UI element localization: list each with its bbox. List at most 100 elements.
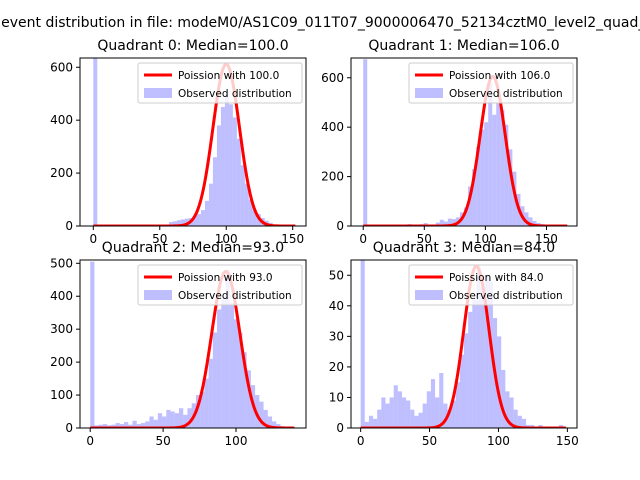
y-tick-label: 600	[321, 71, 344, 85]
y-tick-label: 400	[50, 289, 73, 303]
x-tick-label: 100	[225, 434, 248, 448]
histogram-bar	[263, 409, 268, 428]
histogram-bar	[132, 420, 137, 428]
histogram-bar	[509, 397, 514, 428]
y-tick-label: 10	[329, 390, 344, 404]
y-tick-label: 200	[50, 166, 73, 180]
legend: Poission with 93.0 Observed distribution	[137, 264, 303, 306]
histogram-bar	[435, 222, 440, 226]
subplot-title: Quadrant 1: Median=106.0	[368, 38, 559, 54]
histogram-bar	[225, 269, 230, 428]
histogram-bar	[484, 122, 489, 226]
histogram-bar	[496, 102, 501, 226]
histogram-bar	[472, 299, 477, 428]
histogram-bar	[216, 125, 221, 226]
poisson-curve	[89, 270, 296, 428]
legend-label-observed: Observed distribution	[178, 290, 292, 302]
x-tick-label: 100	[215, 232, 238, 246]
x-tick-label: 150	[556, 434, 579, 448]
histogram-bar	[90, 261, 95, 428]
y-tick-label: 50	[329, 268, 344, 282]
y-tick-label: 500	[50, 256, 73, 270]
histogram-bar	[418, 412, 423, 428]
legend-patch-swatch	[144, 290, 172, 300]
subplot-2: 0 50 100 0 100 200 300 400 500 Quadrant 2: Median…	[50, 240, 307, 448]
axes-frame	[350, 259, 578, 429]
subplot-title: Quadrant 0: Median=100.0	[97, 38, 288, 54]
histogram-bar	[267, 416, 273, 428]
histogram-bar	[480, 287, 485, 428]
histogram-bar	[102, 424, 108, 428]
y-tick-label: 600	[50, 60, 73, 74]
poisson-curve	[92, 62, 297, 226]
histogram-bar	[244, 183, 249, 226]
histogram-bar	[513, 409, 518, 428]
histogram-bar	[488, 82, 493, 226]
histogram-bar	[464, 333, 469, 428]
y-tick-label: 100	[50, 388, 73, 402]
histogram-bar	[145, 421, 150, 428]
y-tick-label: 300	[50, 322, 73, 336]
histogram-bar	[401, 397, 407, 428]
histogram-bar	[521, 418, 527, 428]
y-tick-label: 40	[329, 299, 344, 313]
histogram-bar	[377, 409, 382, 428]
histogram-bar	[174, 413, 180, 428]
legend-box	[137, 264, 303, 306]
histogram-bar	[162, 416, 167, 428]
histogram-bar	[252, 210, 257, 226]
histogram-bar	[373, 418, 378, 428]
histogram-bar	[389, 397, 394, 428]
histogram-bar	[406, 400, 411, 428]
histogram-bar	[246, 370, 251, 428]
legend-label-poisson: Poission with 106.0	[449, 70, 550, 82]
histogram-bar	[200, 210, 205, 226]
x-tick-label: 100	[474, 232, 497, 246]
histogram-bar	[524, 212, 529, 226]
histogram-bar	[497, 336, 502, 428]
histogram-bar	[464, 207, 469, 226]
histogram-bar	[397, 391, 402, 428]
histogram-bar	[242, 352, 247, 428]
histogram-bar	[217, 309, 222, 428]
histogram-bar	[233, 319, 239, 428]
legend-patch-swatch	[144, 88, 172, 98]
histogram-bar	[149, 416, 154, 428]
histogram-bar	[183, 414, 188, 428]
histogram-bar	[528, 217, 533, 226]
histogram-bar	[187, 408, 192, 428]
histogram-bar	[447, 409, 452, 428]
legend-label-observed: Observed distribution	[178, 88, 292, 100]
x-tick-label: 0	[357, 434, 365, 448]
histogram-bar	[173, 221, 178, 226]
histogram-bar	[204, 200, 209, 226]
histogram-bar	[505, 391, 510, 428]
histogram-bar	[480, 129, 485, 226]
legend-label-poisson: Poission with 93.0	[178, 272, 273, 284]
y-tick-label: 0	[65, 219, 73, 233]
histogram-bar	[195, 395, 201, 428]
x-tick-label: 0	[86, 434, 94, 448]
legend-label-poisson: Poission with 84.0	[449, 272, 544, 284]
x-tick-label: 50	[422, 434, 437, 448]
histogram-bar	[115, 423, 120, 428]
x-tick-label: 50	[152, 232, 167, 246]
histogram-bar	[501, 369, 506, 428]
histogram-bar	[363, 59, 368, 226]
subplot-title: Quadrant 3: Median=84.0	[373, 240, 555, 256]
subplot-3: 0 50 100 150 0 10 20 30 40 50 Quadrant 3: Median=8…	[329, 240, 579, 448]
legend: Poission with 106.0 Observed distribution	[408, 62, 574, 104]
subplot-1: 0 50 100 150 0 200 400 600 Quadrant 1: Median=10…	[321, 38, 578, 246]
histogram-bar	[98, 424, 103, 428]
figure-title: Histogram of event distribution in file:…	[0, 15, 640, 31]
axes-frame	[350, 57, 578, 227]
y-tick-label: 0	[336, 421, 344, 435]
histogram-bar	[208, 183, 213, 226]
histogram-bar	[236, 138, 241, 226]
legend: Poission with 84.0 Observed distribution	[408, 264, 574, 306]
y-tick-label: 400	[321, 120, 344, 134]
histogram-bar	[559, 424, 564, 428]
histogram-bar	[508, 149, 513, 226]
histogram-bar	[472, 169, 477, 226]
histogram-bar	[435, 397, 440, 428]
